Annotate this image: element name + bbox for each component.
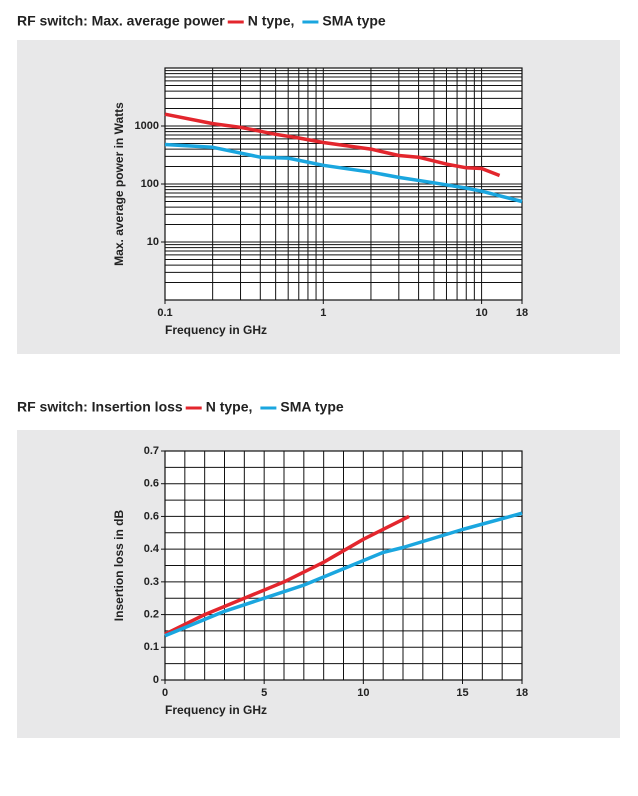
x-tick-label: 0.1 bbox=[157, 307, 172, 319]
x-tick-label: 15 bbox=[456, 687, 468, 699]
x-axis-label: Frequency in GHz bbox=[165, 323, 267, 337]
plot-border bbox=[164, 450, 523, 681]
y-tick-label: 0.2 bbox=[144, 608, 159, 620]
x-axis-label: Frequency in GHz bbox=[165, 703, 267, 717]
x-tick-label: 10 bbox=[475, 307, 487, 319]
y-tick-label: 0 bbox=[153, 674, 159, 686]
x-tick-label: 1 bbox=[320, 307, 326, 319]
y-tick-label: 0.3 bbox=[144, 576, 159, 588]
series-line bbox=[164, 142, 523, 204]
x-tick-label: 18 bbox=[516, 687, 528, 699]
y-tick-label: 100 bbox=[141, 178, 159, 190]
x-tick-label: 0 bbox=[162, 687, 168, 699]
x-tick-label: 5 bbox=[261, 687, 267, 699]
chart-title: RF switch: Max. average power bbox=[17, 13, 225, 29]
y-tick-label: 10 bbox=[147, 236, 159, 248]
chart-title: RF switch: Insertion loss bbox=[17, 399, 183, 415]
x-tick-label: 18 bbox=[516, 307, 528, 319]
series-line bbox=[164, 514, 410, 636]
legend-label: N type, bbox=[206, 399, 253, 415]
y-tick-label: 0.4 bbox=[144, 543, 160, 555]
y-tick-label: 0.6 bbox=[144, 478, 159, 490]
legend-label: SMA type bbox=[280, 399, 343, 415]
y-tick-label: 0.7 bbox=[144, 445, 159, 457]
series-line bbox=[164, 511, 523, 638]
y-axis-label: Max. average power in Watts bbox=[112, 102, 126, 266]
y-axis-label: Insertion loss in dB bbox=[112, 510, 126, 622]
legend-label: SMA type bbox=[322, 13, 385, 29]
y-tick-label: 0.1 bbox=[144, 641, 159, 653]
series-line bbox=[164, 112, 501, 178]
y-tick-label: 1000 bbox=[135, 120, 159, 132]
legend-label: N type, bbox=[248, 13, 295, 29]
y-tick-label: 0.6 bbox=[144, 510, 159, 522]
x-tick-label: 10 bbox=[357, 687, 369, 699]
